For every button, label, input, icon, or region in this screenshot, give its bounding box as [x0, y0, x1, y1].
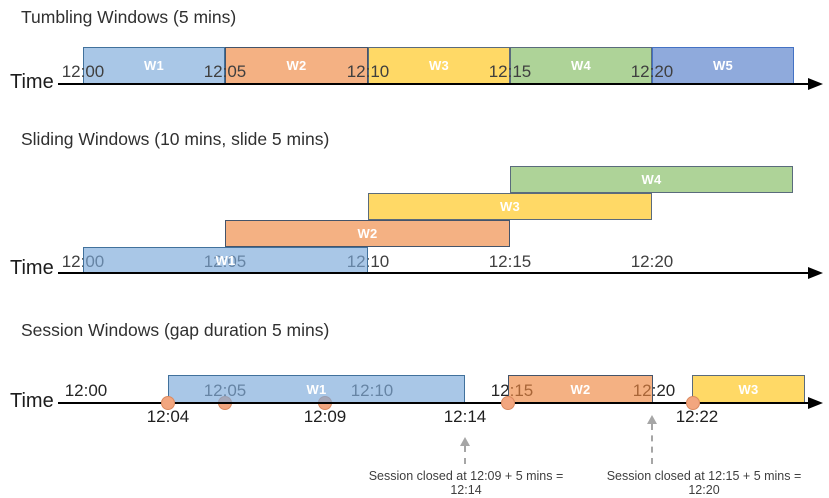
session-section-title: Session Windows (gap duration 5 mins)	[21, 320, 330, 340]
session-timeline	[58, 402, 810, 404]
window-label: W2	[286, 58, 307, 73]
event-dot-1222	[686, 396, 700, 410]
session-close-annotation-1: Session closed at 12:09 + 5 mins = 12:14	[368, 469, 564, 497]
sliding-tick-1220: 12:20	[630, 252, 674, 271]
session-event-time-1209: 12:09	[303, 407, 347, 426]
sliding-window-w4: W4	[510, 166, 793, 193]
tumbling-timeline	[58, 83, 810, 85]
tumbling-tick-1220: 12:20	[630, 62, 674, 81]
window-label: W1	[143, 58, 165, 73]
annotation-arrow-line	[651, 424, 653, 464]
tumbling-window-w3: W3	[368, 47, 510, 84]
annotation-arrow-line	[464, 446, 466, 464]
session-time-axis-label: Time	[10, 390, 54, 412]
sliding-timeline-arrowhead-icon	[808, 267, 823, 279]
session-event-time-1204: 12:04	[146, 407, 190, 426]
session-close-time-1214: 12:14	[443, 407, 487, 426]
sliding-window-w1: W1	[83, 247, 368, 273]
session-timeline-arrowhead-icon	[808, 397, 823, 409]
window-label: W3	[738, 381, 759, 397]
sliding-window-w2: W2	[225, 220, 510, 247]
window-label: W5	[712, 58, 734, 73]
tumbling-tick-1210: 12:10	[346, 62, 390, 81]
session-window-w2: W2	[508, 375, 653, 403]
tumbling-timeline-arrowhead-icon	[808, 78, 823, 90]
session-window-w3: W3	[692, 375, 805, 403]
event-dot-1215	[501, 396, 515, 410]
annotation-arrow-up-icon	[647, 415, 657, 424]
session-tick-1200: 12:00	[64, 381, 108, 400]
window-label: W3	[499, 199, 521, 214]
tumbling-window-w5: W5	[652, 47, 794, 84]
tumbling-time-axis-label: Time	[10, 71, 54, 93]
session-event-time-1222: 12:22	[675, 407, 719, 426]
tumbling-window-w1: W1	[83, 47, 225, 84]
session-close-annotation-2: Session closed at 12:15 + 5 mins = 12:20	[606, 469, 802, 497]
sliding-time-axis-label: Time	[10, 257, 54, 279]
tumbling-tick-1215: 12:15	[488, 62, 532, 81]
window-label: W2	[570, 381, 591, 397]
session-window-w1: W1	[168, 375, 465, 403]
sliding-section-title: Sliding Windows (10 mins, slide 5 mins)	[21, 129, 330, 149]
sliding-window-w3: W3	[368, 193, 652, 220]
event-dot-1204	[161, 396, 175, 410]
annotation-arrow-up-icon	[460, 437, 470, 446]
window-label: W1	[306, 381, 327, 397]
window-label: W4	[641, 172, 662, 187]
sliding-tick-1215: 12:15	[488, 252, 532, 271]
window-label: W4	[570, 58, 592, 73]
tumbling-tick-1205: 12:05	[203, 62, 247, 81]
window-label: W3	[428, 58, 450, 73]
window-label: W1	[215, 252, 236, 268]
tumbling-tick-1200: 12:00	[61, 62, 105, 81]
sliding-timeline	[58, 272, 810, 274]
window-label: W2	[357, 226, 378, 241]
tumbling-section-title: Tumbling Windows (5 mins)	[21, 7, 237, 27]
